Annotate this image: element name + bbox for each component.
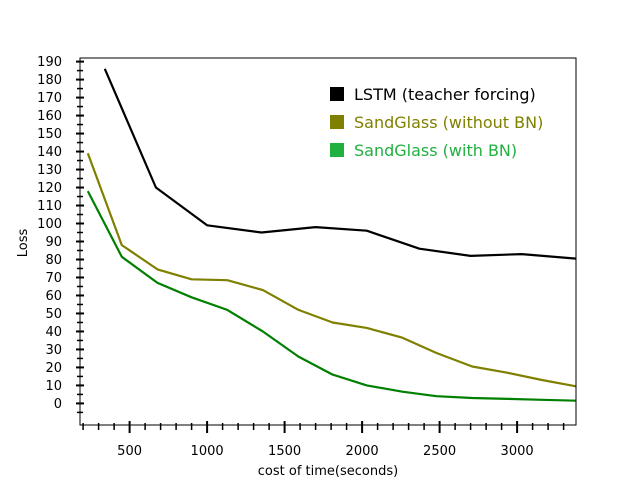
series-line-2 <box>86 190 577 402</box>
y-tick-label-14: 140 <box>37 145 62 160</box>
y-tick-label-7: 70 <box>45 271 62 286</box>
plot-lines <box>86 68 577 402</box>
y-tick-label-11: 110 <box>37 199 62 214</box>
y-tick-label-17: 170 <box>37 91 62 106</box>
x-tick-label-4: 2500 <box>423 444 456 459</box>
axis-ticks: 0 10 20 30 40 50 60 70 80 90 100 110 120 130 140 150 160… <box>37 55 565 459</box>
y-tick-label-5: 50 <box>45 307 62 322</box>
x-tick-label-5: 3000 <box>501 444 534 459</box>
series-line-1 <box>86 152 577 388</box>
x-axis-label: cost of time(seconds) <box>258 464 398 479</box>
y-tick-label-9: 90 <box>45 235 62 250</box>
x-tick-label-3: 2000 <box>346 444 379 459</box>
series-line-0 <box>103 68 577 260</box>
legend-swatch-0 <box>330 87 344 101</box>
y-tick-label-16: 160 <box>37 109 62 124</box>
y-tick-label-8: 80 <box>45 253 62 268</box>
legend-swatch-2 <box>330 143 344 157</box>
y-tick-label-0: 0 <box>54 397 62 412</box>
legend-label-2: SandGlass (with BN) <box>354 141 517 160</box>
y-tick-label-18: 180 <box>37 73 62 88</box>
legend: LSTM (teacher forcing) SandGlass (without… <box>330 85 543 160</box>
x-tick-label-1: 1000 <box>191 444 224 459</box>
y-tick-label-12: 120 <box>37 181 62 196</box>
x-tick-label-2: 1500 <box>268 444 301 459</box>
y-axis-label: Loss <box>16 229 31 258</box>
y-tick-label-4: 40 <box>45 325 62 340</box>
legend-swatch-1 <box>330 115 344 129</box>
y-tick-label-19: 190 <box>37 55 62 70</box>
legend-label-1: SandGlass (without BN) <box>354 113 543 132</box>
y-tick-label-1: 10 <box>45 379 62 394</box>
y-tick-label-15: 150 <box>37 127 62 142</box>
y-tick-label-10: 100 <box>37 217 62 232</box>
y-tick-label-13: 130 <box>37 163 62 178</box>
y-tick-label-6: 60 <box>45 289 62 304</box>
legend-label-0: LSTM (teacher forcing) <box>354 85 536 104</box>
x-tick-label-0: 500 <box>117 444 142 459</box>
y-tick-label-2: 20 <box>45 361 62 376</box>
y-tick-label-3: 30 <box>45 343 62 358</box>
